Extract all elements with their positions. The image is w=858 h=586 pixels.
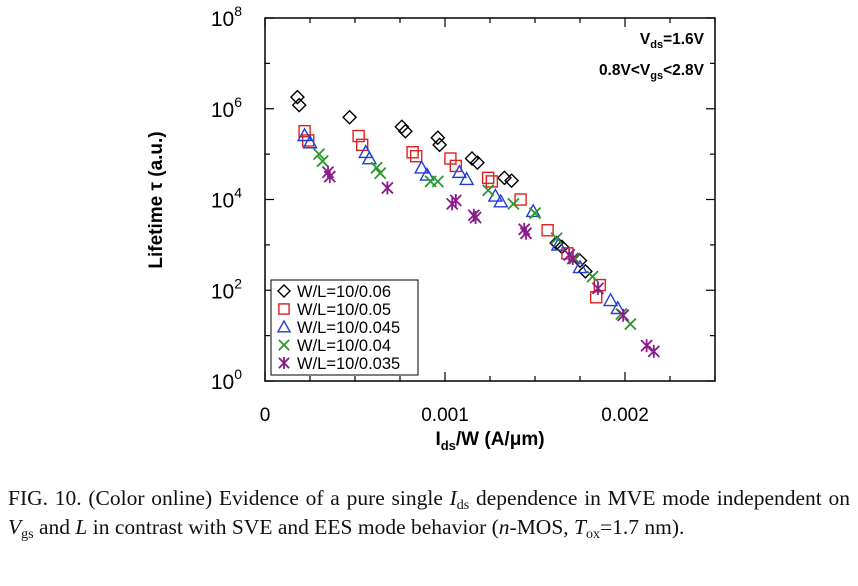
data-point-square (355, 138, 369, 152)
y-tick-label: 108 (211, 3, 242, 31)
legend: W/L=10/0.06W/L=10/0.05W/L=10/0.045W/L=10… (270, 279, 419, 376)
data-point-square (589, 291, 603, 304)
data-point-x (528, 206, 542, 220)
data-point-square (481, 171, 495, 185)
data-point-triangle (458, 171, 475, 186)
data-point-diamond (432, 137, 448, 153)
data-point-triangle (610, 300, 626, 315)
data-point-triangle (602, 292, 619, 307)
data-point-square (485, 175, 499, 188)
data-point-x (624, 317, 637, 331)
data-point-triangle (572, 259, 588, 274)
series-diamond (289, 89, 593, 279)
data-point-square (406, 146, 419, 159)
data-point-asterisk (647, 344, 660, 358)
data-point-x (316, 154, 329, 168)
figure-caption: FIG. 10. (Color online) Evidence of a pu… (8, 486, 851, 542)
data-point-asterisk (278, 357, 290, 369)
data-point-diamond (397, 123, 413, 139)
data-point-triangle (276, 319, 292, 333)
data-point-asterisk (469, 211, 482, 225)
data-point-diamond (469, 155, 485, 171)
annotation-vgs: 0.8V<Vgs<2.8V (599, 62, 705, 82)
data-point-triangle (451, 164, 468, 179)
series-square (298, 124, 607, 304)
data-point-x (586, 270, 599, 283)
data-point-x (550, 232, 563, 245)
data-point-asterisk (566, 252, 579, 266)
y-tick-label: 100 (211, 366, 242, 394)
data-point-asterisk (381, 181, 394, 195)
x-tick-label: 0.001 (421, 405, 469, 426)
series-asterisk (321, 165, 660, 358)
data-point-x (507, 197, 520, 211)
annotation-vds: Vds=1.6V (640, 31, 705, 51)
data-point-square (409, 149, 423, 163)
data-point-diamond (496, 170, 512, 186)
data-point-asterisk (449, 194, 462, 208)
data-point-triangle (493, 193, 509, 208)
data-point-x (374, 167, 387, 180)
data-point-square (352, 129, 365, 143)
data-point-triangle (413, 159, 430, 174)
y-tick-labels: 100 102 104 106 108 (211, 3, 242, 394)
data-point-triangle (302, 134, 318, 149)
caption-fig-number: FIG. 10. (8, 486, 82, 510)
data-point-asterisk (591, 281, 605, 295)
data-point-square (278, 303, 290, 315)
data-point-square (514, 193, 527, 206)
data-point-x (278, 339, 290, 351)
data-series (289, 89, 660, 358)
x-axis-label: Ids/W (A/μm) (435, 429, 544, 453)
axis-ticks (264, 17, 716, 382)
x-tick-labels: 0 0.001 0.002 (260, 405, 649, 426)
legend-label: W/L=10/0.05 (297, 301, 391, 319)
y-tick-label: 104 (211, 185, 242, 213)
data-point-x (312, 147, 326, 161)
legend-label: W/L=10/0.035 (297, 355, 400, 373)
data-point-asterisk (617, 308, 630, 322)
data-point-diamond (277, 284, 291, 298)
data-point-diamond (430, 130, 446, 146)
data-point-square (298, 124, 311, 138)
data-point-diamond (577, 263, 593, 279)
y-tick-label: 106 (211, 94, 242, 122)
data-point-diamond (342, 109, 358, 125)
data-point-diamond (291, 97, 307, 113)
data-point-asterisk (519, 226, 533, 240)
data-point-asterisk (323, 170, 336, 184)
legend-label: W/L=10/0.06 (297, 283, 391, 301)
annotations: Vds=1.6V 0.8V<Vgs<2.8V (599, 31, 705, 82)
data-point-diamond (289, 89, 305, 105)
data-point-triangle (419, 166, 435, 181)
data-point-x (568, 252, 581, 265)
data-point-x (370, 161, 383, 174)
legend-label: W/L=10/0.045 (297, 319, 400, 337)
data-point-diamond (394, 119, 410, 135)
data-point-x (482, 184, 495, 197)
x-tick-label: 0 (260, 405, 271, 426)
data-point-triangle (358, 144, 374, 159)
x-tick-label: 0.002 (601, 405, 649, 426)
data-point-triangle (296, 127, 313, 142)
data-point-asterisk (518, 222, 531, 236)
data-point-x (431, 175, 444, 188)
y-axis-label: Lifetime τ (a.u.) (146, 131, 167, 268)
y-tick-label: 102 (211, 275, 242, 303)
data-point-square (541, 224, 554, 237)
legend-label: W/L=10/0.04 (297, 337, 391, 355)
series-triangle (296, 127, 626, 315)
data-point-asterisk (640, 339, 653, 353)
data-point-triangle (361, 150, 378, 165)
legend-box (270, 279, 419, 376)
data-point-diamond (504, 173, 520, 189)
